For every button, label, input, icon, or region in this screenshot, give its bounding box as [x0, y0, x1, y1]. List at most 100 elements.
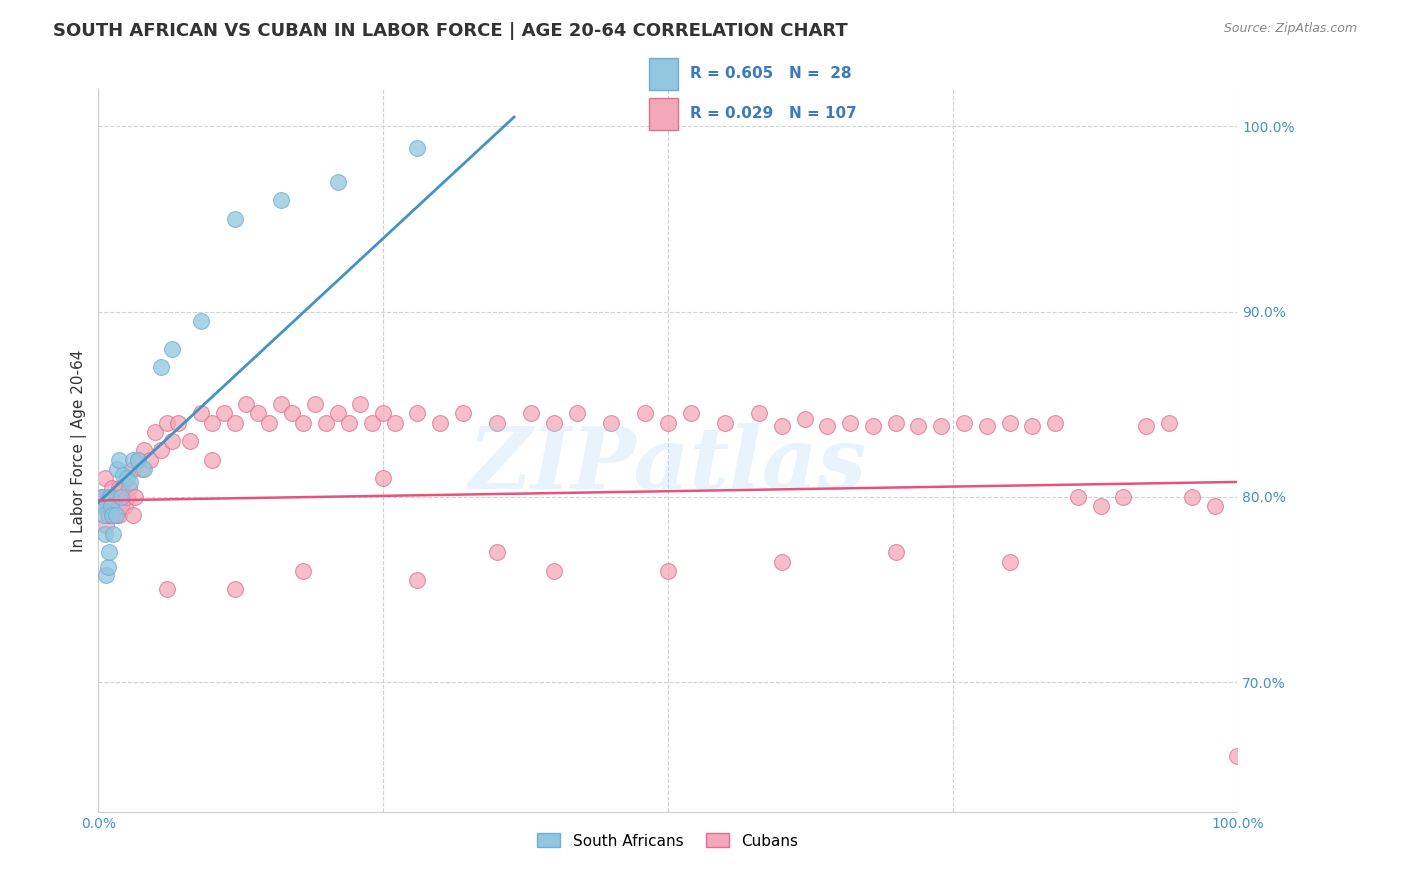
Point: [384, 416, 406, 430]
Text: SOUTH AFRICAN VS CUBAN IN LABOR FORCE | AGE 20-64 CORRELATION CHART: SOUTH AFRICAN VS CUBAN IN LABOR FORCE | …: [53, 22, 848, 40]
Point: [270, 194, 292, 208]
Point: [1021, 419, 1043, 434]
Point: [929, 419, 952, 434]
Point: [429, 416, 451, 430]
Point: [224, 582, 246, 597]
Point: [1204, 499, 1226, 513]
Point: [156, 582, 179, 597]
Point: [112, 490, 135, 504]
Text: R = 0.029   N = 107: R = 0.029 N = 107: [690, 106, 858, 121]
Point: [406, 573, 429, 587]
Point: [94, 526, 117, 541]
Point: [657, 416, 679, 430]
Point: [104, 508, 127, 523]
Point: [105, 490, 128, 504]
FancyBboxPatch shape: [650, 97, 678, 130]
Point: [998, 555, 1021, 569]
Point: [103, 499, 125, 513]
Point: [103, 490, 125, 504]
Point: [162, 342, 184, 356]
Point: [543, 564, 565, 578]
Point: [1112, 490, 1135, 504]
Point: [108, 481, 131, 495]
Point: [90, 490, 112, 504]
Point: [884, 545, 907, 559]
Point: [953, 416, 976, 430]
Text: Source: ZipAtlas.com: Source: ZipAtlas.com: [1223, 22, 1357, 36]
Point: [121, 462, 143, 476]
FancyBboxPatch shape: [650, 58, 678, 90]
Point: [212, 406, 235, 420]
Point: [91, 499, 114, 513]
Point: [96, 499, 118, 513]
Point: [94, 471, 117, 485]
Point: [107, 499, 129, 513]
Point: [145, 425, 167, 439]
Point: [748, 406, 770, 420]
Point: [179, 434, 201, 449]
Point: [101, 481, 124, 495]
Point: [406, 141, 429, 155]
Point: [91, 499, 114, 513]
Point: [105, 462, 128, 476]
Point: [349, 397, 371, 411]
Point: [115, 471, 138, 485]
Point: [246, 406, 269, 420]
Point: [103, 526, 125, 541]
Point: [815, 419, 838, 434]
Legend: South Africans, Cubans: South Africans, Cubans: [531, 828, 804, 855]
Point: [127, 452, 149, 467]
Point: [292, 564, 315, 578]
Point: [162, 434, 184, 449]
Point: [281, 406, 304, 420]
Point: [486, 545, 509, 559]
Point: [97, 490, 120, 504]
Point: [1135, 419, 1157, 434]
Point: [907, 419, 929, 434]
Point: [108, 452, 131, 467]
Point: [93, 508, 115, 523]
Point: [270, 397, 292, 411]
Point: [1090, 499, 1112, 513]
Point: [101, 508, 124, 523]
Point: [100, 490, 122, 504]
Point: [770, 419, 793, 434]
Point: [97, 508, 120, 523]
Point: [1181, 490, 1204, 504]
Point: [150, 360, 173, 375]
Point: [884, 416, 907, 430]
Point: [100, 499, 122, 513]
Point: [118, 481, 141, 495]
Point: [96, 508, 118, 523]
Point: [132, 462, 155, 476]
Point: [1043, 416, 1066, 430]
Point: [292, 416, 315, 430]
Point: [486, 416, 509, 430]
Point: [167, 416, 190, 430]
Point: [101, 508, 124, 523]
Point: [114, 499, 136, 513]
Point: [360, 416, 382, 430]
Point: [121, 508, 143, 523]
Point: [156, 416, 179, 430]
Point: [108, 490, 131, 504]
Point: [110, 490, 132, 504]
Point: [150, 443, 173, 458]
Point: [124, 490, 146, 504]
Point: [108, 508, 131, 523]
Point: [1067, 490, 1090, 504]
Point: [235, 397, 257, 411]
Point: [1157, 416, 1180, 430]
Point: [839, 416, 862, 430]
Point: [111, 481, 134, 495]
Point: [104, 490, 127, 504]
Point: [96, 567, 118, 582]
Point: [315, 416, 337, 430]
Point: [520, 406, 543, 420]
Point: [770, 555, 793, 569]
Point: [224, 211, 246, 226]
Point: [543, 416, 565, 430]
Point: [96, 560, 118, 574]
Point: [304, 397, 326, 411]
Point: [600, 416, 623, 430]
